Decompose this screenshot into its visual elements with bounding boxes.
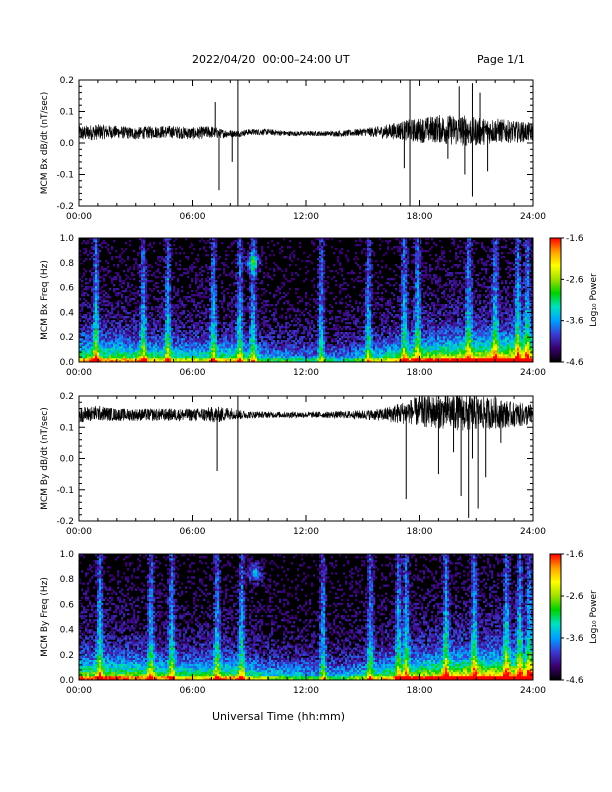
series-trace <box>79 115 533 146</box>
x-tick-label: 12:00 <box>293 527 319 537</box>
y-tick-label: 0.2 <box>60 392 74 402</box>
y-tick-label: -0.2 <box>56 517 74 527</box>
panel-4 <box>78 553 534 681</box>
x-tick-label: 00:00 <box>66 527 92 537</box>
x-tick-label: 12:00 <box>293 686 319 696</box>
colorbar <box>549 237 562 363</box>
y-tick-label: -0.1 <box>56 486 74 496</box>
y-tick-label: 0.8 <box>60 259 75 269</box>
x-tick-label: 24:00 <box>520 212 546 222</box>
y-tick-label: 1.0 <box>60 550 75 560</box>
colorbar-tick-label: -4.6 <box>566 676 584 686</box>
y-axis-label: MCM By Freq (Hz) <box>40 577 50 657</box>
x-tick-label: 00:00 <box>66 212 92 222</box>
x-tick-label: 18:00 <box>407 686 433 696</box>
plot-title: 2022/04/20 00:00–24:00 UT <box>192 53 350 66</box>
x-tick-label: 18:00 <box>407 212 433 222</box>
y-axis-label: MCM By dB/dt (nT/sec) <box>40 407 50 510</box>
y-axis-label: MCM Bx dB/dt (nT/sec) <box>40 92 50 195</box>
y-tick-label: 0.1 <box>60 423 74 433</box>
panel-3 <box>78 395 534 522</box>
y-tick-label: 0.0 <box>60 676 75 686</box>
x-tick-label: 24:00 <box>520 527 546 537</box>
x-tick-label: 00:00 <box>66 368 92 378</box>
x-tick-label: 06:00 <box>180 212 206 222</box>
y-tick-label: -0.2 <box>56 202 74 212</box>
panel-1 <box>78 79 534 207</box>
spectrogram-cells <box>79 238 533 362</box>
y-tick-label: 0.0 <box>60 139 75 149</box>
x-tick-label: 06:00 <box>180 686 206 696</box>
colorbar-label: Log₁₀ Power <box>589 590 599 644</box>
y-tick-label: 0.4 <box>60 626 75 636</box>
y-tick-label: 0.6 <box>60 600 75 610</box>
colorbar-tick-label: -1.6 <box>566 550 584 560</box>
colorbar-tick-label: -3.6 <box>566 317 584 327</box>
y-tick-label: -0.1 <box>56 171 74 181</box>
colorbar-tick-label: -1.6 <box>566 234 584 244</box>
y-tick-label: 0.1 <box>60 108 74 118</box>
colorbar-tick-label: -3.6 <box>566 634 584 644</box>
y-axis-label: MCM Bx Freq (Hz) <box>40 260 50 340</box>
panel-2 <box>78 237 534 363</box>
x-tick-label: 18:00 <box>407 527 433 537</box>
colorbar-label: Log₁₀ Power <box>589 273 599 327</box>
series-trace <box>79 396 533 431</box>
colorbar-tick-label: -4.6 <box>566 358 584 368</box>
y-tick-label: 0.0 <box>60 455 75 465</box>
x-axis-title: Universal Time (hh:mm) <box>212 710 345 723</box>
colorbar-tick-label: -2.6 <box>566 592 584 602</box>
x-tick-label: 18:00 <box>407 368 433 378</box>
y-tick-label: 0.2 <box>60 76 74 86</box>
y-tick-label: 0.0 <box>60 358 75 368</box>
x-tick-label: 12:00 <box>293 212 319 222</box>
x-tick-label: 24:00 <box>520 368 546 378</box>
y-tick-label: 0.2 <box>60 651 74 661</box>
y-tick-label: 1.0 <box>60 234 75 244</box>
y-tick-label: 0.6 <box>60 284 75 294</box>
x-tick-label: 06:00 <box>180 527 206 537</box>
x-tick-label: 24:00 <box>520 686 546 696</box>
x-tick-label: 00:00 <box>66 686 92 696</box>
y-tick-label: 0.2 <box>60 333 74 343</box>
x-tick-label: 12:00 <box>293 368 319 378</box>
y-tick-label: 0.8 <box>60 575 75 585</box>
spectrogram-cells <box>79 554 533 680</box>
colorbar <box>549 553 562 681</box>
x-tick-label: 06:00 <box>180 368 206 378</box>
page-indicator: Page 1/1 <box>477 53 525 66</box>
y-tick-label: 0.4 <box>60 308 75 318</box>
colorbar-tick-label: -2.6 <box>566 275 584 285</box>
